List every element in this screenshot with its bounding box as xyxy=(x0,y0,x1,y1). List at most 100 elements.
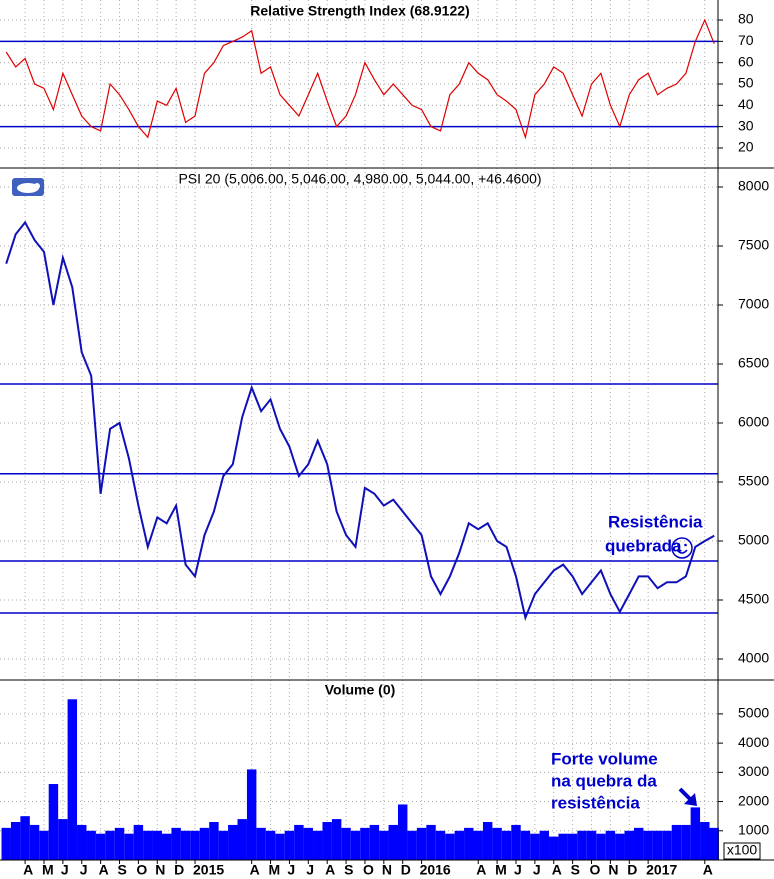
volume-bar xyxy=(10,822,21,860)
volume-bar xyxy=(86,830,96,860)
annotation: Resistência xyxy=(608,512,703,531)
volume-bar xyxy=(681,824,691,860)
y-tick-label: 2000 xyxy=(738,792,769,808)
x-tick-label: J xyxy=(80,862,88,878)
volume-bar xyxy=(1,827,11,860)
x-tick-label: S xyxy=(118,862,127,878)
x-tick-label: 2016 xyxy=(420,862,451,878)
volume-bar xyxy=(633,827,644,860)
annotation: quebrada xyxy=(605,536,682,555)
x-tick-label: A xyxy=(250,862,260,878)
y-tick-label: 7500 xyxy=(738,237,769,253)
volume-bar xyxy=(48,784,59,860)
volume-bar xyxy=(218,830,229,860)
x-tick-label: D xyxy=(174,862,184,878)
volume-bar xyxy=(143,830,153,860)
volume-bar xyxy=(275,833,285,860)
volume-bar xyxy=(77,824,87,860)
panel-title: Relative Strength Index (68.9122) xyxy=(250,3,469,19)
x-tick-label: 2017 xyxy=(646,862,677,878)
y-tick-label: 5500 xyxy=(738,473,769,489)
x-tick-label: N xyxy=(608,862,618,878)
volume-bar xyxy=(624,830,634,860)
volume-bar xyxy=(520,830,531,860)
volume-bar xyxy=(482,822,493,860)
volume-bar xyxy=(596,833,606,860)
x-tick-label: S xyxy=(344,862,353,878)
volume-bar xyxy=(662,830,672,860)
series-line xyxy=(5,220,715,622)
unit-box xyxy=(723,842,761,860)
x-tick-label: O xyxy=(590,862,601,878)
volume-bar xyxy=(39,830,49,860)
x-tick-label: N xyxy=(155,862,165,878)
volume-bar xyxy=(350,830,361,860)
volume-bar xyxy=(95,833,106,860)
x-tick-label: N xyxy=(382,862,392,878)
volume-bar xyxy=(652,830,663,860)
volume-bar xyxy=(501,830,512,860)
volume-bar xyxy=(228,824,238,860)
volume-bar xyxy=(105,830,115,860)
x-tick-label: M xyxy=(495,862,507,878)
volume-bar xyxy=(464,827,474,860)
volume-bar xyxy=(29,824,40,860)
y-tick-label: 30 xyxy=(738,117,754,133)
volume-bar xyxy=(530,833,540,860)
volume-bar xyxy=(473,830,483,860)
y-tick-label: 20 xyxy=(738,139,754,155)
smiley-icon xyxy=(671,537,693,559)
panel-title: PSI 20 (5,006.00, 5,046.00, 4,980.00, 5,… xyxy=(178,171,541,187)
y-tick-label: 3000 xyxy=(738,763,769,779)
volume-bar xyxy=(303,827,314,860)
volume-bar xyxy=(643,830,653,860)
x-tick-label: A xyxy=(552,862,562,878)
volume-bar xyxy=(237,819,247,860)
x-tick-label: J xyxy=(287,862,295,878)
volume-bar xyxy=(671,824,682,860)
y-tick-label: 6000 xyxy=(738,414,769,430)
volume-bar xyxy=(492,827,502,860)
annotation: resistência xyxy=(551,793,640,812)
x-tick-label: O xyxy=(363,862,374,878)
y-tick-label: 6500 xyxy=(738,355,769,371)
annotation: na quebra da xyxy=(551,771,657,790)
volume-bar xyxy=(558,833,568,860)
unit-label: x100 xyxy=(727,842,758,858)
volume-bar xyxy=(615,833,625,860)
x-tick-label: A xyxy=(325,862,335,878)
y-tick-label: 5000 xyxy=(738,705,769,721)
y-tick-label: 1000 xyxy=(738,821,769,837)
grid xyxy=(0,0,718,860)
volume-bar xyxy=(313,830,323,860)
y-tick-label: 60 xyxy=(738,53,754,69)
volume-bar xyxy=(577,830,587,860)
x-tick-label: M xyxy=(269,862,281,878)
volume-bar xyxy=(161,833,172,860)
volume-bar xyxy=(454,830,465,860)
y-tick-label: 5000 xyxy=(738,532,769,548)
y-tick-label: 4500 xyxy=(738,591,769,607)
volume-bar xyxy=(256,827,266,860)
volume-bar xyxy=(331,819,342,860)
y-tick-label: 7000 xyxy=(738,296,769,312)
x-tick-label: A xyxy=(23,862,33,878)
x-tick-label: J xyxy=(533,862,541,878)
series-line xyxy=(5,18,715,140)
arrow xyxy=(678,787,697,806)
volume-bar xyxy=(180,830,191,860)
y-tick-label: 50 xyxy=(738,75,754,91)
volume-bar xyxy=(369,824,380,860)
x-tick-label: A xyxy=(99,862,109,878)
volume-bar xyxy=(709,827,719,860)
volume-bar xyxy=(397,804,408,860)
x-tick-label: J xyxy=(306,862,314,878)
y-tick-label: 8000 xyxy=(738,178,769,194)
y-tick-label: 80 xyxy=(738,11,754,27)
x-tick-label: J xyxy=(514,862,522,878)
volume-bar xyxy=(360,827,370,860)
x-tick-label: O xyxy=(136,862,147,878)
x-tick-label: S xyxy=(571,862,580,878)
